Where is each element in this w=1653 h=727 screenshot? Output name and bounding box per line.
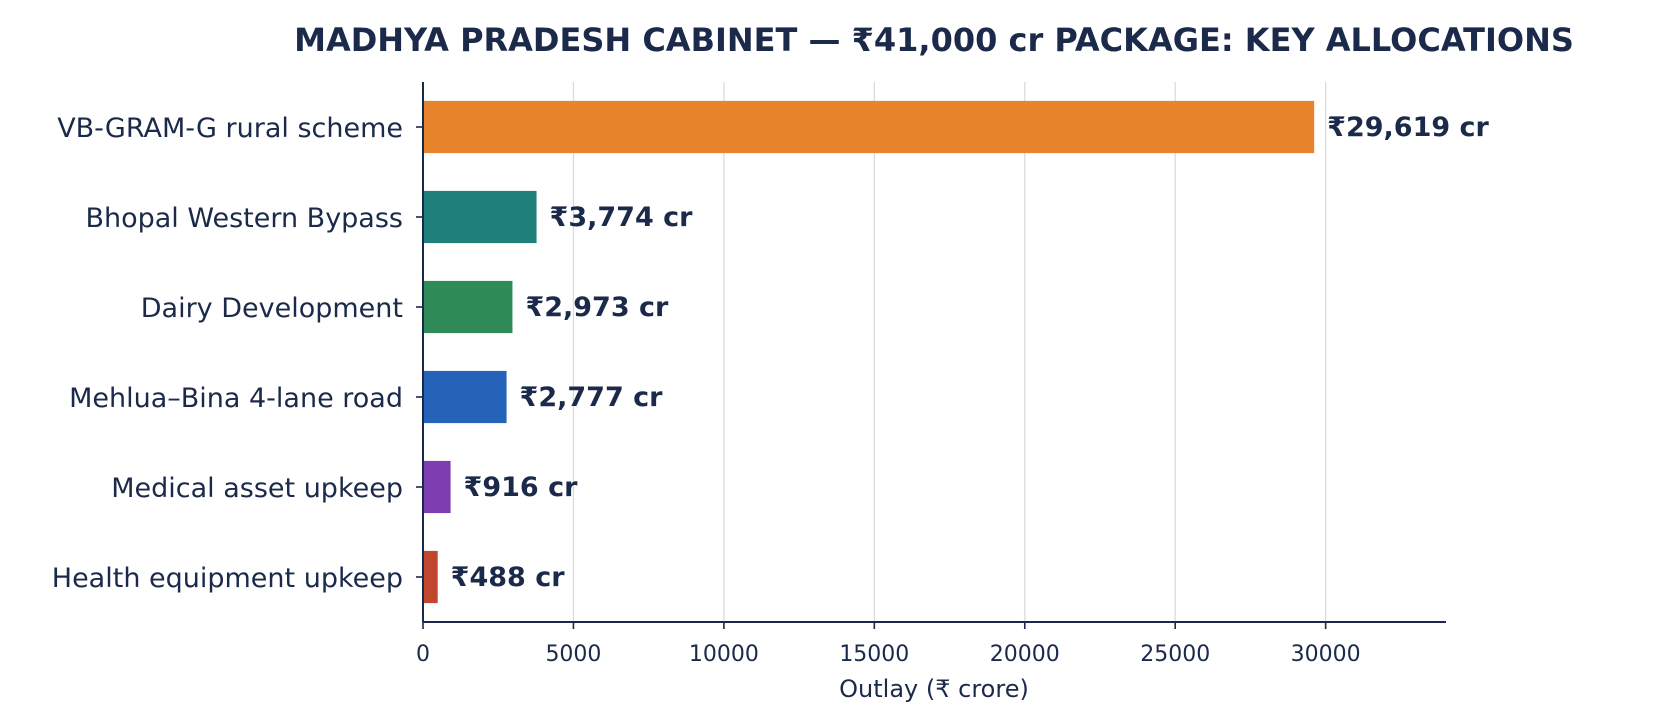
- bar: [423, 100, 1315, 154]
- value-label: ₹2,973 cr: [525, 292, 669, 323]
- category-label: VB-GRAM-G rural scheme: [57, 113, 403, 144]
- bars: ₹29,619 cr ₹3,774 cr ₹2,973 cr ₹2,777 cr ₹91…: [423, 100, 1490, 604]
- value-label: ₹488 cr: [451, 562, 566, 593]
- bar: [423, 460, 451, 514]
- grid-lines: [572, 82, 1327, 622]
- category-label: Bhopal Western Bypass: [85, 203, 403, 234]
- bar: [423, 370, 507, 424]
- x-tick-label: 5000: [545, 642, 601, 667]
- category-label: Mehlua–Bina 4-lane road: [69, 383, 403, 414]
- x-axis-title: Outlay (₹ crore): [839, 675, 1029, 703]
- x-tick-label: 15000: [839, 642, 909, 667]
- x-tick-label: 20000: [990, 642, 1060, 667]
- value-label: ₹3,774 cr: [550, 202, 694, 233]
- chart-title: MADHYA PRADESH CABINET — ₹41,000 cr PACK…: [294, 21, 1574, 59]
- x-tick-label: 30000: [1291, 642, 1361, 667]
- category-label: Health equipment upkeep: [52, 563, 403, 594]
- x-tick-label: 10000: [689, 642, 759, 667]
- bar: [423, 190, 537, 244]
- bar: [423, 280, 513, 334]
- value-label: ₹2,777 cr: [520, 382, 664, 413]
- value-label: ₹29,619 cr: [1327, 112, 1489, 143]
- value-label: ₹916 cr: [464, 472, 579, 503]
- x-tick-label: 0: [416, 642, 430, 667]
- category-label: Medical asset upkeep: [111, 473, 403, 504]
- bar: [423, 550, 438, 604]
- category-label: Dairy Development: [141, 293, 403, 324]
- axes: 0 5000 10000 15000 20000 25000 30000 VB-GRAM-G …: [52, 82, 1446, 667]
- x-tick-label: 25000: [1140, 642, 1210, 667]
